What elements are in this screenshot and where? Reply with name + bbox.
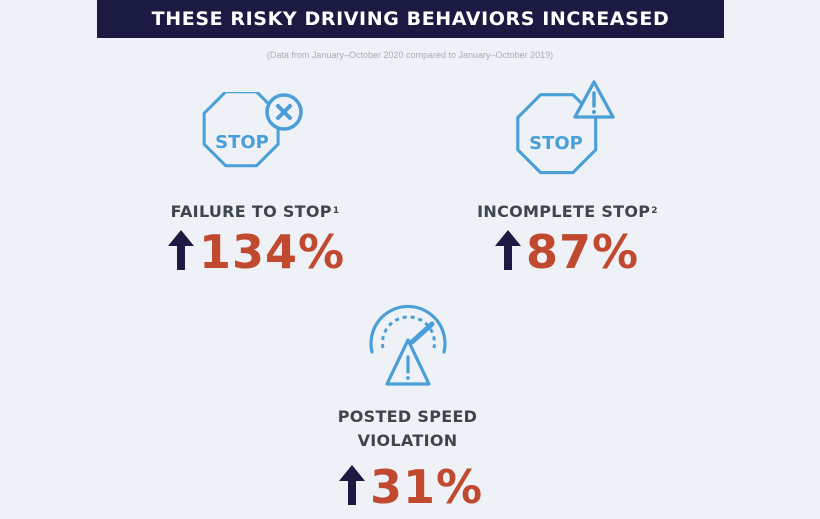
arrow-up-icon	[494, 228, 522, 277]
speedometer-warning-icon	[362, 302, 454, 388]
stat-value: 134%	[199, 225, 346, 279]
footnote-marker: 2	[651, 206, 658, 216]
stat-value: 31%	[370, 460, 484, 514]
stop-sign-text: STOP	[529, 133, 583, 154]
header-banner: THESE RISKY DRIVING BEHAVIORS INCREASED	[97, 0, 724, 38]
arrow-up-icon	[338, 463, 366, 512]
arrow-up-icon	[167, 228, 195, 277]
stat-label-posted-speed-violation: POSTED SPEED VIOLATION	[337, 407, 478, 450]
footnote-marker: 1	[332, 206, 340, 216]
stat-posted-speed-violation: 31%	[338, 462, 483, 512]
stat-label-incomplete-stop: INCOMPLETE STOP2	[477, 202, 658, 221]
data-source-note: (Data from January–October 2020 compared…	[266, 50, 554, 60]
stop-sign-x-icon: STOP	[200, 90, 310, 184]
page-title: THESE RISKY DRIVING BEHAVIORS INCREASED	[151, 8, 670, 30]
stat-label-failure-to-stop: FAILURE TO STOP1	[170, 202, 340, 221]
stat-failure-to-stop: 134%	[167, 227, 345, 277]
stat-incomplete-stop: 87%	[494, 227, 639, 277]
stat-value: 87%	[526, 225, 640, 279]
stop-sign-text: STOP	[215, 132, 269, 153]
stop-sign-warning-icon: STOP	[513, 78, 623, 184]
